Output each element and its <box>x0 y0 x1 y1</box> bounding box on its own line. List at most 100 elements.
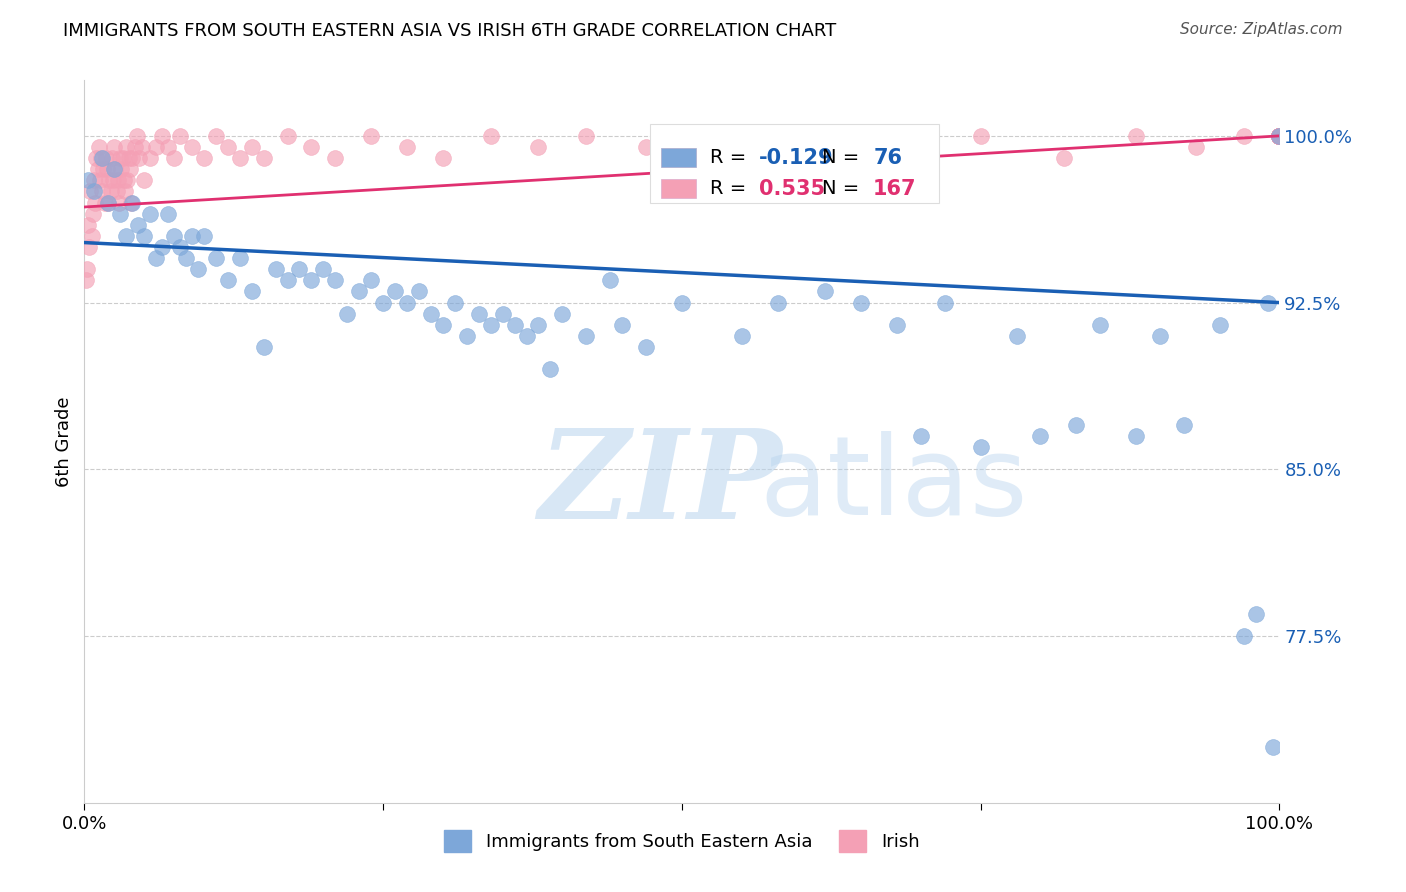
Y-axis label: 6th Grade: 6th Grade <box>55 396 73 487</box>
Point <box>1268 128 1291 143</box>
Point <box>124 140 146 154</box>
Point <box>181 228 204 243</box>
Point <box>1268 128 1291 143</box>
Point <box>1268 128 1291 143</box>
Point <box>1263 740 1285 755</box>
Point <box>157 140 180 154</box>
Point <box>264 262 287 277</box>
Point <box>101 151 124 165</box>
Point <box>114 185 136 199</box>
Point <box>575 128 598 143</box>
Point <box>970 440 993 454</box>
Point <box>169 128 191 143</box>
Point <box>1268 128 1291 143</box>
Point <box>277 128 299 143</box>
Point <box>97 195 120 210</box>
Point <box>91 185 114 199</box>
Point <box>1268 128 1291 143</box>
Point <box>1209 318 1232 332</box>
Point <box>1066 417 1088 432</box>
Point <box>174 251 197 265</box>
Point <box>217 273 239 287</box>
Point <box>1268 128 1291 143</box>
Point <box>934 295 956 310</box>
Point <box>396 295 419 310</box>
Text: 0.535: 0.535 <box>759 178 825 199</box>
Point <box>90 151 112 165</box>
Point <box>115 140 138 154</box>
Point <box>1268 128 1291 143</box>
Point <box>1268 128 1291 143</box>
Text: 167: 167 <box>873 178 917 199</box>
Point <box>1268 128 1291 143</box>
Point <box>75 273 97 287</box>
Point <box>1268 128 1291 143</box>
Point <box>87 140 110 154</box>
Point <box>479 128 502 143</box>
Point <box>1268 128 1291 143</box>
Point <box>1268 128 1291 143</box>
Point <box>1268 128 1291 143</box>
Point <box>325 151 347 165</box>
Point <box>117 151 139 165</box>
Point <box>1268 128 1291 143</box>
Point <box>96 162 118 177</box>
Point <box>612 318 634 332</box>
Point <box>1268 128 1291 143</box>
Point <box>103 140 125 154</box>
Text: N =: N = <box>823 148 866 168</box>
Point <box>360 273 382 287</box>
Point <box>420 307 443 321</box>
Point <box>1268 128 1291 143</box>
Point <box>349 285 371 299</box>
Point <box>1268 128 1291 143</box>
Point <box>1233 629 1256 643</box>
Point <box>432 151 454 165</box>
Point <box>1268 128 1291 143</box>
Point <box>575 329 598 343</box>
Point <box>86 162 108 177</box>
Point <box>1268 128 1291 143</box>
Point <box>157 207 180 221</box>
Point <box>599 273 621 287</box>
Point <box>145 140 167 154</box>
Point <box>80 228 103 243</box>
Point <box>1268 128 1291 143</box>
Point <box>1268 128 1291 143</box>
Text: N =: N = <box>823 179 866 198</box>
Legend: Immigrants from South Eastern Asia, Irish: Immigrants from South Eastern Asia, Iris… <box>437 822 927 859</box>
Point <box>112 173 135 187</box>
Point <box>1268 128 1291 143</box>
Point <box>128 151 150 165</box>
Point <box>105 185 128 199</box>
Point <box>1268 128 1291 143</box>
Point <box>1268 128 1291 143</box>
Point <box>1268 128 1291 143</box>
Point <box>1268 128 1291 143</box>
Point <box>1268 128 1291 143</box>
Point <box>1268 128 1291 143</box>
Point <box>163 228 186 243</box>
Point <box>1149 329 1171 343</box>
Point <box>145 251 167 265</box>
Point <box>1268 128 1291 143</box>
Point <box>86 151 108 165</box>
Point <box>827 128 849 143</box>
Point <box>1268 128 1291 143</box>
Point <box>103 162 125 177</box>
Point <box>1173 417 1195 432</box>
Point <box>1268 128 1291 143</box>
Point <box>91 151 114 165</box>
Point <box>100 185 122 199</box>
Point <box>1268 128 1291 143</box>
Point <box>1268 128 1291 143</box>
Point <box>110 207 132 221</box>
Point <box>1268 128 1291 143</box>
Point <box>127 218 149 232</box>
Point <box>132 173 156 187</box>
Point <box>181 140 204 154</box>
Point <box>169 240 191 254</box>
Point <box>1268 128 1291 143</box>
Point <box>139 151 162 165</box>
Point <box>1268 128 1291 143</box>
